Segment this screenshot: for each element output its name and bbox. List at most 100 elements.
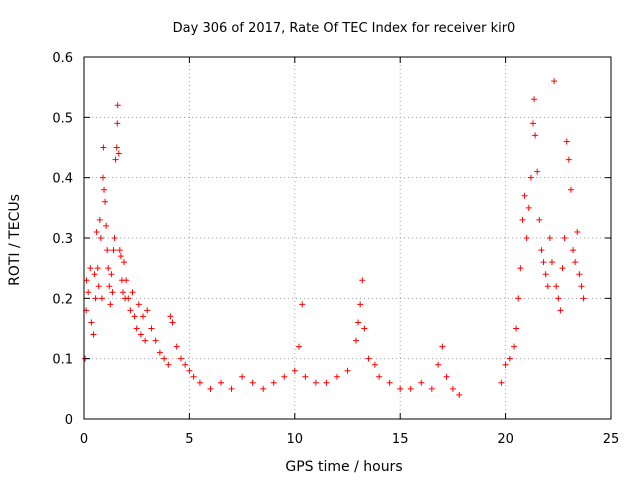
data-point bbox=[299, 301, 306, 308]
data-point bbox=[357, 301, 364, 308]
data-point bbox=[371, 361, 378, 368]
data-point bbox=[530, 120, 537, 127]
data-point bbox=[182, 361, 189, 368]
data-point bbox=[177, 355, 184, 362]
data-point bbox=[156, 349, 163, 356]
data-point bbox=[95, 283, 102, 290]
data-point bbox=[113, 144, 120, 151]
data-point bbox=[100, 144, 107, 151]
x-tick-label: 15 bbox=[392, 432, 409, 447]
data-point bbox=[576, 271, 583, 278]
data-point bbox=[102, 198, 109, 205]
data-point bbox=[333, 373, 340, 380]
y-tick-label: 0 bbox=[65, 413, 73, 428]
data-point bbox=[133, 325, 140, 332]
data-point bbox=[135, 301, 142, 308]
data-point bbox=[531, 96, 538, 103]
data-point bbox=[218, 379, 225, 386]
data-point bbox=[119, 289, 126, 296]
data-point bbox=[361, 325, 368, 332]
data-point bbox=[542, 271, 549, 278]
data-points bbox=[82, 78, 587, 398]
y-tick-label: 0.2 bbox=[52, 292, 73, 307]
data-point bbox=[580, 295, 587, 302]
data-point bbox=[439, 343, 446, 350]
data-point bbox=[110, 247, 117, 254]
data-point bbox=[563, 138, 570, 145]
data-point bbox=[152, 337, 159, 344]
data-point bbox=[548, 259, 555, 266]
data-point bbox=[93, 228, 100, 235]
data-point bbox=[567, 186, 574, 193]
data-point bbox=[169, 319, 176, 326]
data-point bbox=[88, 319, 95, 326]
data-point bbox=[559, 265, 566, 272]
data-point bbox=[94, 265, 101, 272]
data-point bbox=[144, 307, 151, 314]
data-point bbox=[502, 361, 509, 368]
data-point bbox=[498, 379, 505, 386]
y-tick-label: 0.3 bbox=[52, 232, 73, 247]
y-tick-label: 0.6 bbox=[52, 51, 73, 66]
data-point bbox=[418, 379, 425, 386]
data-point bbox=[108, 271, 115, 278]
grid-lines bbox=[84, 57, 611, 419]
data-point bbox=[428, 385, 435, 392]
x-tick-label: 0 bbox=[80, 432, 88, 447]
data-point bbox=[291, 367, 298, 374]
data-point bbox=[140, 313, 147, 320]
data-point bbox=[551, 78, 558, 85]
x-tick-label: 10 bbox=[287, 432, 304, 447]
data-point bbox=[161, 355, 168, 362]
data-point bbox=[511, 343, 518, 350]
data-point bbox=[90, 331, 97, 338]
x-tick-label: 25 bbox=[603, 432, 620, 447]
data-point bbox=[142, 337, 149, 344]
data-point bbox=[532, 132, 539, 139]
data-point bbox=[557, 307, 564, 314]
data-point bbox=[270, 379, 277, 386]
x-tick-label: 20 bbox=[497, 432, 514, 447]
data-point bbox=[506, 355, 513, 362]
data-point bbox=[260, 385, 267, 392]
data-point bbox=[107, 301, 114, 308]
data-point bbox=[207, 385, 214, 392]
data-point bbox=[544, 283, 551, 290]
data-point bbox=[92, 295, 99, 302]
data-point bbox=[376, 373, 383, 380]
data-point bbox=[435, 361, 442, 368]
data-point bbox=[517, 265, 524, 272]
data-point bbox=[167, 313, 174, 320]
data-point bbox=[281, 373, 288, 380]
data-point bbox=[173, 343, 180, 350]
data-point bbox=[296, 343, 303, 350]
data-point bbox=[449, 385, 456, 392]
data-point bbox=[127, 307, 134, 314]
x-axis: 0 5 10 15 20 25 bbox=[80, 57, 619, 447]
y-axis-label: ROTI / TECUs bbox=[7, 194, 23, 286]
data-point bbox=[125, 295, 132, 302]
data-point bbox=[103, 222, 110, 229]
x-axis-label: GPS time / hours bbox=[285, 459, 402, 475]
data-point bbox=[239, 373, 246, 380]
data-point bbox=[112, 156, 119, 163]
data-point bbox=[536, 216, 543, 223]
data-point bbox=[98, 295, 105, 302]
data-point bbox=[523, 235, 530, 241]
data-point bbox=[87, 265, 94, 272]
data-point bbox=[165, 361, 172, 368]
data-point bbox=[456, 391, 463, 398]
data-point bbox=[99, 174, 106, 181]
data-point bbox=[131, 313, 138, 320]
data-point bbox=[190, 373, 197, 380]
data-point bbox=[561, 235, 568, 241]
data-point bbox=[196, 379, 203, 386]
data-point bbox=[109, 289, 116, 296]
data-point bbox=[352, 337, 359, 344]
data-point bbox=[570, 247, 577, 254]
plot-frame bbox=[83, 56, 612, 420]
data-point bbox=[186, 367, 193, 374]
data-point bbox=[443, 373, 450, 380]
data-point bbox=[129, 289, 136, 296]
